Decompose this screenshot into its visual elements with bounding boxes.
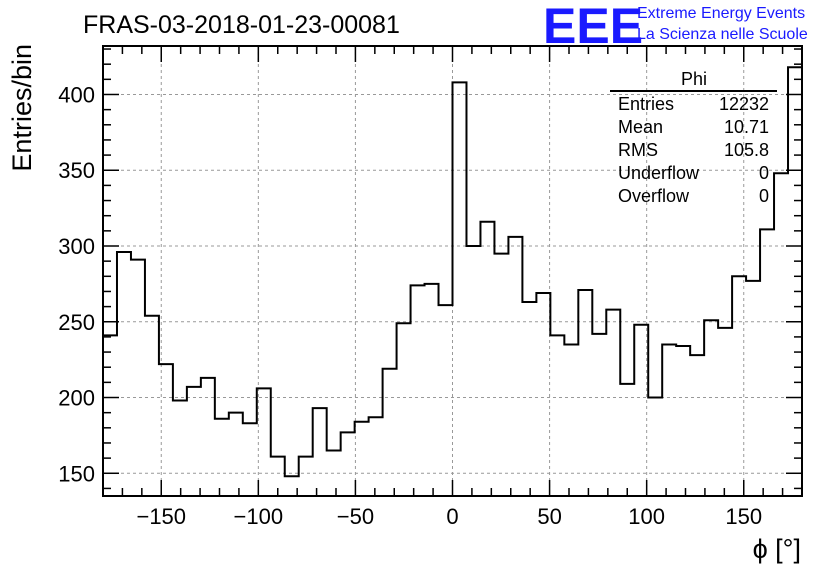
stats-label: Mean <box>618 117 663 137</box>
y-tick-label: 400 <box>58 82 95 107</box>
stats-label: Entries <box>618 94 674 114</box>
x-tick-label: 0 <box>446 504 458 529</box>
x-axis-ticks <box>102 46 803 496</box>
y-axis-title: Entries/bin <box>7 44 37 172</box>
x-axis-tick-labels: −150 −100 −50 0 50 100 150 <box>136 504 762 529</box>
y-tick-label: 150 <box>58 461 95 486</box>
logo-line-2: La Scienza nelle Scuole <box>637 26 808 43</box>
x-axis-title: ϕ [°] <box>753 534 801 564</box>
y-tick-label: 350 <box>58 158 95 183</box>
stats-value: 0 <box>759 163 769 183</box>
y-tick-label: 300 <box>58 234 95 259</box>
stats-value: 0 <box>759 186 769 206</box>
eee-logo: EEE Extreme Energy Events La Scienza nel… <box>543 0 808 54</box>
stats-label: Underflow <box>618 163 700 183</box>
y-axis-tick-labels: 150 200 250 300 350 400 <box>58 82 95 486</box>
x-tick-label: −50 <box>337 504 374 529</box>
x-tick-label: −150 <box>136 504 186 529</box>
stats-label: Overflow <box>618 186 690 206</box>
stats-rows: Entries 12232 Mean 10.71 RMS 105.8 Underflow 0 O… <box>618 94 769 206</box>
x-tick-label: 100 <box>628 504 665 529</box>
x-tick-label: −100 <box>234 504 284 529</box>
stats-value: 105.8 <box>724 140 769 160</box>
y-tick-label: 200 <box>58 386 95 411</box>
stats-name: Phi <box>681 69 707 89</box>
stats-value: 12232 <box>719 94 769 114</box>
grid <box>103 46 802 496</box>
x-tick-label: 50 <box>537 504 561 529</box>
y-axis-ticks <box>103 48 802 490</box>
histogram-line <box>103 66 802 478</box>
stats-label: RMS <box>618 140 658 160</box>
stats-value: 10.71 <box>724 117 769 137</box>
chart-title: FRAS-03-2018-01-23-00081 <box>83 11 400 39</box>
x-tick-label: 150 <box>725 504 762 529</box>
logo-line-1: Extreme Energy Events <box>637 5 805 22</box>
stats-box: Phi Entries 12232 Mean 10.71 RMS 105.8 Underfl… <box>610 69 777 206</box>
y-tick-label: 250 <box>58 310 95 335</box>
